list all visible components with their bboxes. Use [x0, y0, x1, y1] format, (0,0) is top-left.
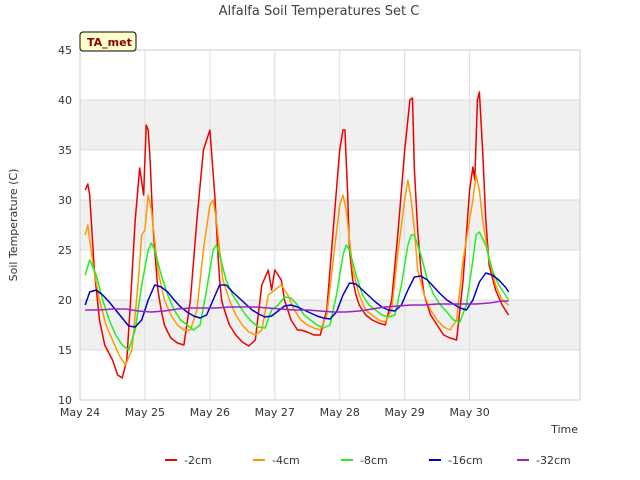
- x-tick-label: May 29: [385, 406, 425, 419]
- legend-label: -2cm: [184, 454, 212, 467]
- x-tick-label: May 28: [320, 406, 360, 419]
- series-line-2cmcm-depth: [84, 91, 510, 379]
- series-line-16cmcm-depth: [84, 272, 510, 328]
- y-tick-label: 30: [58, 194, 72, 207]
- x-tick-label: May 25: [125, 406, 165, 419]
- legend: -2cm -4cm -8cm -16cm -32cm: [165, 454, 571, 467]
- y-tick-label: 40: [58, 94, 72, 107]
- x-tick-label: May 26: [190, 406, 230, 419]
- series-line-4cmcm-depth: [84, 174, 510, 366]
- site-badge-label: TA_met: [87, 36, 132, 49]
- series-line-32cmcm-depth: [85, 300, 509, 313]
- site-badge-box: [79, 31, 137, 52]
- background-band: [80, 100, 580, 150]
- y-tick-label: 20: [58, 294, 72, 307]
- legend-label: -4cm: [272, 454, 300, 467]
- plot-border: [79, 49, 581, 401]
- chart-title: Alfalfa Soil Temperatures Set C: [219, 4, 420, 19]
- y-tick-label: 15: [58, 344, 72, 357]
- x-axis-label: Time: [550, 423, 578, 436]
- series-lines: [84, 91, 510, 379]
- background-band: [80, 200, 580, 250]
- background-bands: [80, 100, 580, 350]
- legend-label: -16cm: [448, 454, 483, 467]
- x-tick-label: May 24: [60, 406, 100, 419]
- x-tick-label: May 27: [255, 406, 295, 419]
- x-tick-label: May 30: [449, 406, 489, 419]
- y-tick-label: 10: [58, 394, 72, 407]
- y-tick-label: 35: [58, 144, 72, 157]
- x-axis-ticks: May 24 May 25 May 26 May 27 May 28 May 29 May …: [60, 406, 490, 419]
- y-axis-ticks: 10 15 20 25 30 35 40 45: [58, 44, 72, 407]
- site-badge: TA_met: [79, 31, 137, 52]
- y-tick-label: 45: [58, 44, 72, 57]
- y-axis-label: Soil Temperature (C): [7, 169, 20, 282]
- plot-area: [79, 49, 581, 401]
- legend-label: -8cm: [360, 454, 388, 467]
- legend-label: -32cm: [536, 454, 571, 467]
- y-tick-label: 25: [58, 244, 72, 257]
